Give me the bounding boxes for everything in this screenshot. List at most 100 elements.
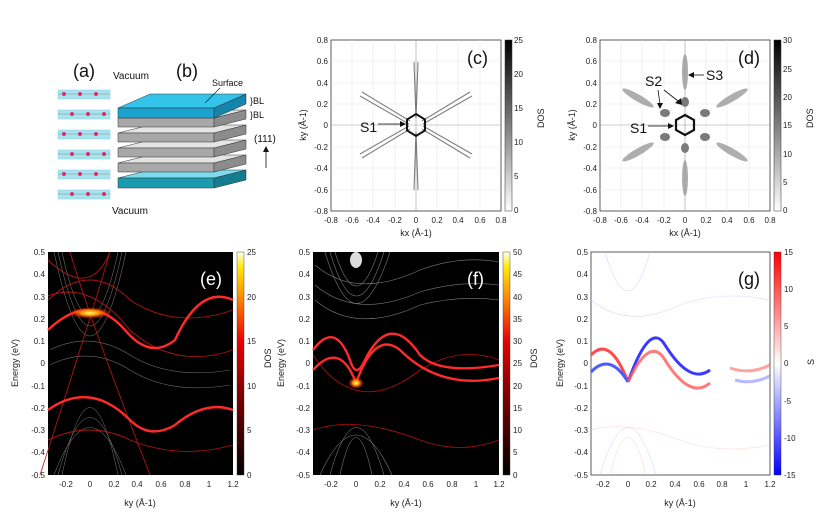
g-y-tick-10: -0.5 [574, 471, 588, 480]
g-y-tick-6: -0.1 [574, 382, 588, 391]
cb-e-tick-4: 5 [247, 426, 252, 435]
cb-g-tick-1: 10 [784, 285, 793, 294]
cb-e-label: DOS [263, 348, 273, 368]
f-y-tick-7: -0.2 [296, 404, 310, 413]
e-y-tick-4: 0.1 [34, 337, 46, 346]
panel-c: S1 (c) 25 20 15 10 5 0 DOS 0.8 0.6 0.4 0… [298, 36, 546, 238]
f-x-tick-7: 1.2 [493, 480, 505, 489]
panel-label-d: (d) [738, 48, 760, 68]
vacuum-top-label: Vacuum [113, 71, 149, 82]
cb-d-tick-6: 0 [783, 206, 788, 215]
f-x-tick-0: -0.2 [324, 480, 338, 489]
bl-label-2: }BL [250, 110, 264, 120]
bl-label-1: }BL [250, 96, 264, 106]
c-y-tick-2: 0.4 [317, 79, 329, 88]
g-x-tick-1: 0 [626, 480, 631, 489]
e-x-tick-1: 0 [88, 480, 93, 489]
c-y-tick-8: -0.8 [314, 207, 328, 216]
panel-label-a: (a) [73, 61, 95, 81]
c-x-tick-8: 0.8 [495, 216, 507, 225]
panel-g: (g) 15 10 5 0 -5 -10 -15 S 0.5 0.4 0.3 0… [555, 248, 816, 508]
g-x-tick-5: 0.8 [716, 480, 728, 489]
c-x-tick-4: 0 [414, 216, 419, 225]
colorbar-d [773, 39, 782, 212]
g-x-tick-2: 0.2 [645, 480, 657, 489]
cb-f-tick-3: 35 [513, 315, 522, 324]
cb-d-label: DOS [805, 108, 815, 128]
cb-d-tick-1: 25 [783, 65, 792, 74]
cb-d-tick-0: 30 [783, 36, 792, 45]
atomic-layers [57, 89, 111, 200]
d-xlabel: kx (Å-1) [669, 228, 701, 238]
cb-g-tick-0: 15 [784, 248, 793, 257]
panel-d: S1 S2 S3 (d) 30 25 20 15 10 5 0 DOS 0.8 … [567, 36, 815, 238]
panel-label-g: (g) [738, 269, 760, 289]
cb-e-tick-5: 0 [247, 471, 252, 480]
cb-c-tick-0: 25 [514, 36, 523, 45]
f-y-tick-9: -0.4 [296, 448, 310, 457]
e-ylabel: Energy (eV) [10, 339, 20, 387]
d-x-tick-6: 0.4 [721, 216, 733, 225]
surface-pointer [204, 87, 221, 104]
colorbar-g [773, 251, 782, 476]
cb-g-tick-5: -10 [784, 434, 796, 443]
cb-f-tick-10: 0 [513, 471, 518, 480]
d-x-tick-5: 0.2 [700, 216, 712, 225]
cb-d-tick-4: 10 [783, 150, 792, 159]
d-x-tick-2: -0.4 [635, 216, 649, 225]
d-x-tick-8: 0.8 [764, 216, 776, 225]
c-y-tick-4: 0 [324, 121, 329, 130]
f-x-tick-5: 0.8 [446, 480, 458, 489]
cb-f-tick-2: 40 [513, 293, 522, 302]
g-x-tick-6: 1 [744, 480, 749, 489]
g-y-tick-8: -0.3 [574, 426, 588, 435]
cb-c-label: DOS [536, 108, 546, 128]
cb-c-tick-5: 0 [514, 206, 519, 215]
panel-label-b: (b) [176, 61, 198, 81]
cb-c-tick-1: 20 [514, 70, 523, 79]
g-y-tick-0: 0.5 [577, 248, 589, 257]
d-y-tick-1: 0.6 [586, 57, 598, 66]
d-y-tick-7: -0.6 [583, 186, 597, 195]
colorbar-e [236, 251, 245, 476]
g-y-tick-5: 0 [584, 359, 589, 368]
d-x-tick-7: 0.6 [743, 216, 755, 225]
f-y-tick-4: 0.1 [299, 337, 311, 346]
g-y-tick-9: -0.4 [574, 448, 588, 457]
cb-f-tick-5: 25 [513, 359, 522, 368]
direction-arrow [263, 146, 269, 168]
g-y-tick-4: 0.1 [577, 337, 589, 346]
c-x-tick-3: -0.2 [388, 216, 402, 225]
panel-label-f: (f) [467, 269, 484, 289]
f-x-tick-3: 0.4 [398, 480, 410, 489]
panel-label-c: (c) [467, 48, 488, 68]
g-x-tick-3: 0.4 [669, 480, 681, 489]
cb-g-tick-4: -5 [784, 397, 792, 406]
s1-label-d: S1 [630, 120, 647, 136]
c-x-tick-5: 0.2 [431, 216, 443, 225]
e-y-tick-9: -0.4 [31, 448, 45, 457]
cb-c-tick-4: 5 [514, 172, 519, 181]
cb-d-tick-5: 5 [783, 178, 788, 187]
vacuum-bottom-label: Vacuum [112, 206, 148, 217]
e-y-tick-5: 0 [41, 359, 46, 368]
f-y-tick-0: 0.5 [299, 248, 311, 257]
cb-f-tick-6: 20 [513, 382, 522, 391]
e-x-tick-6: 1 [207, 480, 212, 489]
d-y-tick-5: -0.2 [583, 143, 597, 152]
f-xlabel: ky (Å-1) [390, 498, 422, 508]
f-x-tick-4: 0.6 [422, 480, 434, 489]
d-x-tick-4: 0 [683, 216, 688, 225]
colorbar-c [504, 39, 513, 212]
cb-g-tick-3: 0 [784, 359, 789, 368]
surface-label: Surface [212, 78, 243, 88]
g-xlabel: ky (Å-1) [664, 498, 696, 508]
f-x-tick-1: 0 [354, 480, 359, 489]
f-y-tick-8: -0.3 [296, 426, 310, 435]
d-y-tick-6: -0.4 [583, 164, 597, 173]
f-x-tick-6: 1 [474, 480, 479, 489]
g-y-tick-1: 0.4 [577, 270, 589, 279]
colorbar-f [502, 251, 511, 476]
e-y-tick-2: 0.3 [34, 293, 46, 302]
panel-label-e: (e) [200, 269, 222, 289]
